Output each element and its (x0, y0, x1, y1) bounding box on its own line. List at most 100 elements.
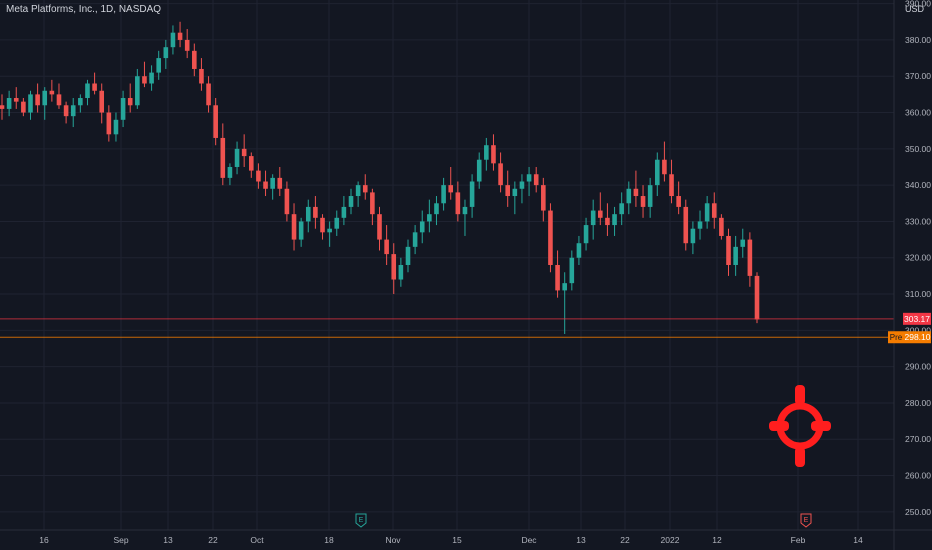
candle-body (555, 265, 560, 291)
candle (548, 203, 553, 273)
candle-body (469, 181, 475, 207)
candle-body (327, 228, 332, 233)
time-tick-label: 2022 (661, 535, 680, 545)
candle-body (612, 214, 617, 226)
candle (213, 98, 218, 146)
candle-body (213, 105, 218, 138)
candle (448, 166, 454, 200)
candle (184, 29, 190, 59)
candle-body (256, 170, 261, 182)
candle (355, 181, 361, 207)
candle (391, 243, 397, 295)
candle (569, 250, 575, 291)
candle-body (277, 177, 283, 189)
candle (533, 166, 539, 193)
candle-body (284, 188, 290, 215)
candle-body (726, 235, 731, 265)
time-axis[interactable]: 16 Sep 13 22 Oct 18 Nov 15 Dec 13 22 2022 12 Feb 14 (39, 535, 863, 545)
price-axis[interactable]: 250.00 260.00 270.00 280.00 290.00 300.00 310.… (905, 0, 931, 517)
earnings-event-marker[interactable]: E (355, 513, 367, 528)
candle (113, 112, 119, 142)
candle (28, 90, 33, 120)
candle-body (569, 257, 575, 284)
candle (633, 170, 639, 207)
price-tick-label: 290.00 (905, 362, 931, 372)
candle-body (719, 217, 724, 236)
candle (199, 58, 204, 91)
candle (555, 250, 560, 298)
earnings-event-marker[interactable]: E (800, 513, 812, 528)
candle-body (441, 185, 446, 204)
candle (163, 39, 169, 69)
time-tick-label: Oct (250, 535, 264, 545)
candle (370, 188, 375, 226)
candle (234, 141, 240, 175)
candle-body (619, 203, 624, 215)
candle-body (711, 203, 717, 218)
time-tick-label: 13 (576, 535, 586, 545)
candle (248, 152, 254, 178)
candle (719, 214, 724, 240)
candle (0, 94, 5, 120)
candle (384, 225, 389, 265)
candle (669, 159, 674, 204)
candle (220, 123, 226, 186)
time-tick-label: 22 (208, 535, 218, 545)
candle (78, 94, 83, 113)
candle-body (13, 98, 19, 102)
candle (512, 181, 518, 215)
candle (63, 101, 69, 124)
candle-body (99, 90, 105, 113)
candle (419, 210, 425, 244)
earnings-event-label: E (804, 517, 809, 524)
candle-body (241, 148, 247, 157)
price-tick-label: 370.00 (905, 71, 931, 81)
candle (640, 185, 646, 218)
candle-body (291, 214, 297, 240)
candle-body (662, 159, 667, 175)
chart-grid (0, 0, 894, 530)
candle (427, 199, 432, 233)
candle (291, 203, 297, 251)
candle (135, 68, 140, 109)
candle (626, 181, 632, 215)
candle (412, 225, 418, 255)
premarket-tag-label: Pre (890, 333, 903, 342)
candle (142, 61, 147, 88)
candle (747, 232, 753, 287)
candle-body (562, 283, 567, 291)
candle (206, 76, 211, 113)
candle-body (391, 254, 397, 280)
candle-body (747, 239, 753, 276)
candle-body (270, 177, 275, 189)
time-tick-label: Sep (113, 535, 128, 545)
candle (462, 199, 468, 236)
candle (562, 272, 567, 334)
candle-body (669, 174, 674, 197)
candle-body (106, 112, 112, 135)
candle (263, 170, 268, 197)
candle-body (633, 188, 639, 197)
last-price-label: 303.17 (904, 314, 930, 324)
candle-body (184, 39, 190, 51)
candle (690, 221, 696, 255)
candle (106, 105, 112, 142)
crosshair-target-icon[interactable] (769, 385, 831, 467)
premarket-price-tag (904, 331, 931, 344)
candle-body (341, 206, 347, 218)
candle-body (626, 188, 632, 204)
candle-body (526, 174, 532, 182)
candle (284, 181, 290, 222)
price-tick-label: 340.00 (905, 180, 931, 190)
price-tick-label: 270.00 (905, 434, 931, 444)
candle-body (348, 196, 354, 207)
time-tick-label: Dec (521, 535, 537, 545)
premarket-price-label: 298.10 (905, 332, 931, 342)
candle (740, 228, 746, 258)
candle (156, 50, 161, 80)
candle-body (85, 83, 90, 99)
candle (662, 141, 667, 182)
